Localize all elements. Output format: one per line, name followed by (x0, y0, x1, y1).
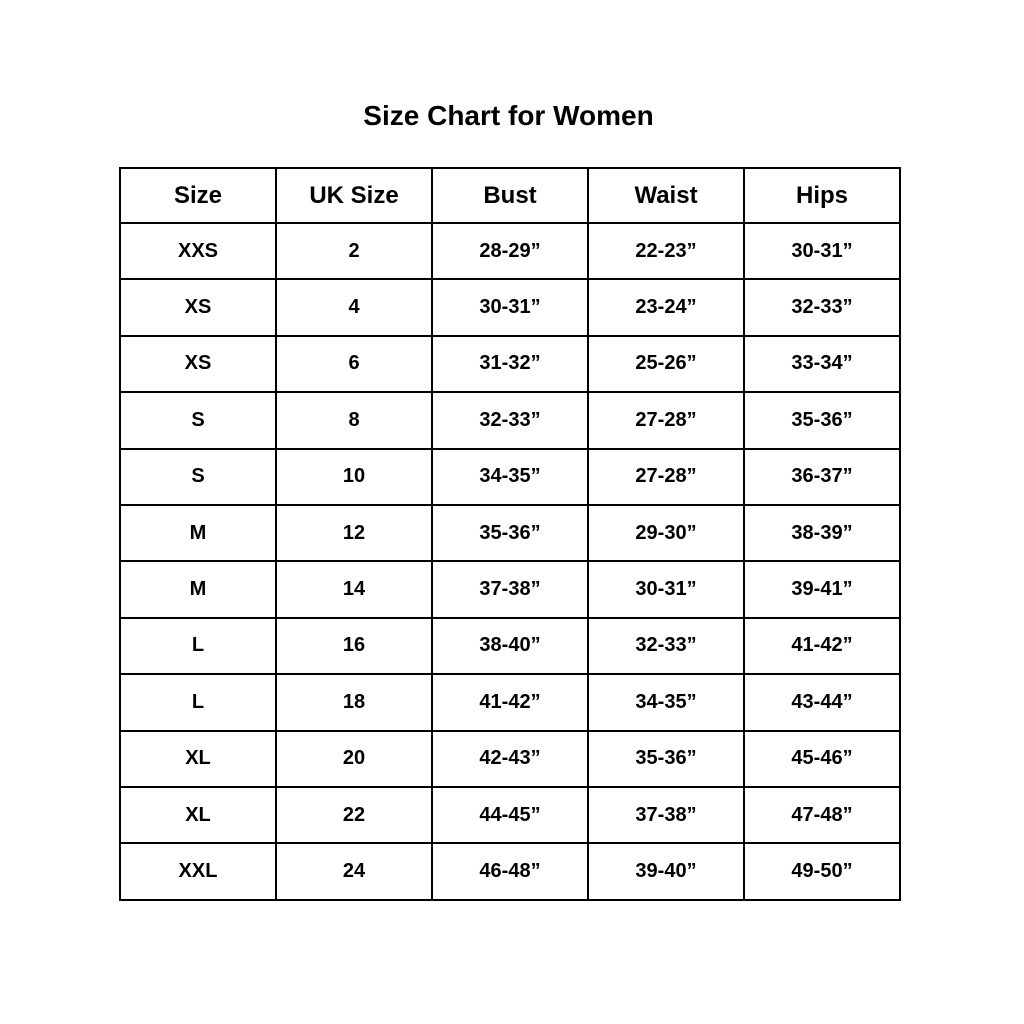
table-row: S 10 34-35” 27-28” 36-37” (119, 447, 901, 506)
table-cell: 23-24” (587, 278, 745, 337)
table-cell: 35-36” (587, 729, 745, 788)
table-row: L 16 38-40” 32-33” 41-42” (119, 616, 901, 676)
table-cell: 22-23” (587, 221, 745, 281)
table-cell: 34-35” (431, 447, 589, 506)
table-cell: L (119, 616, 277, 676)
table-cell: 39-41” (743, 560, 901, 619)
table-cell: 49-50” (743, 842, 901, 901)
table-cell: 20 (275, 729, 433, 788)
table-cell: 27-28” (587, 447, 745, 506)
table-row: L 18 41-42” 34-35” 43-44” (119, 673, 901, 732)
header-row: Size UK Size Bust Waist Hips (119, 167, 901, 224)
table-row: XS 4 30-31” 23-24” 32-33” (119, 278, 901, 337)
table-cell: 32-33” (431, 391, 589, 450)
table-cell: 22 (275, 785, 433, 845)
table-cell: 41-42” (743, 616, 901, 676)
table-cell: 34-35” (587, 673, 745, 732)
table-cell: 35-36” (743, 391, 901, 450)
table-cell: 27-28” (587, 391, 745, 450)
table-cell: 32-33” (587, 616, 745, 676)
table-cell: 45-46” (743, 729, 901, 788)
column-header: UK Size (275, 167, 433, 224)
table-cell: 38-39” (743, 503, 901, 563)
table-cell: XXL (119, 842, 277, 901)
table-cell: 35-36” (431, 503, 589, 563)
table-cell: 37-38” (431, 560, 589, 619)
table-cell: XL (119, 729, 277, 788)
table-cell: 44-45” (431, 785, 589, 845)
table-cell: XXS (119, 221, 277, 281)
table-cell: 25-26” (587, 334, 745, 394)
table-cell: S (119, 391, 277, 450)
table-cell: 42-43” (431, 729, 589, 788)
column-header: Waist (587, 167, 745, 224)
table-cell: M (119, 560, 277, 619)
table-cell: 16 (275, 616, 433, 676)
table-cell: XS (119, 278, 277, 337)
table-cell: XL (119, 785, 277, 845)
table-row: XS 6 31-32” 25-26” 33-34” (119, 334, 901, 394)
table-cell: 39-40” (587, 842, 745, 901)
table-cell: 30-31” (587, 560, 745, 619)
table-cell: 37-38” (587, 785, 745, 845)
table-cell: 18 (275, 673, 433, 732)
column-header: Hips (743, 167, 901, 224)
table-cell: 30-31” (431, 278, 589, 337)
table-cell: 4 (275, 278, 433, 337)
table-row: M 14 37-38” 30-31” 39-41” (119, 560, 901, 619)
size-chart-table: Size UK Size Bust Waist Hips XXS 2 28-29” 22-23… (119, 167, 901, 901)
table-cell: 41-42” (431, 673, 589, 732)
table-cell: 30-31” (743, 221, 901, 281)
table-cell: 33-34” (743, 334, 901, 394)
table-cell: 28-29” (431, 221, 589, 281)
table-cell: XS (119, 334, 277, 394)
table-cell: M (119, 503, 277, 563)
table-row: XXL 24 46-48” 39-40” 49-50” (119, 842, 901, 901)
table-cell: 8 (275, 391, 433, 450)
table-row: XL 22 44-45” 37-38” 47-48” (119, 785, 901, 845)
table-cell: 31-32” (431, 334, 589, 394)
table-cell: 47-48” (743, 785, 901, 845)
table-cell: 46-48” (431, 842, 589, 901)
column-header: Bust (431, 167, 589, 224)
table-cell: 24 (275, 842, 433, 901)
table-row: M 12 35-36” 29-30” 38-39” (119, 503, 901, 563)
table-cell: 14 (275, 560, 433, 619)
table-cell: 10 (275, 447, 433, 506)
table-row: XL 20 42-43” 35-36” 45-46” (119, 729, 901, 788)
table-cell: 29-30” (587, 503, 745, 563)
table-cell: 43-44” (743, 673, 901, 732)
table-row: XXS 2 28-29” 22-23” 30-31” (119, 221, 901, 281)
table-cell: 32-33” (743, 278, 901, 337)
table-cell: 12 (275, 503, 433, 563)
table-cell: S (119, 447, 277, 506)
page-title: Size Chart for Women (363, 100, 654, 131)
table-cell: 38-40” (431, 616, 589, 676)
table-cell: L (119, 673, 277, 732)
table-row: S 8 32-33” 27-28” 35-36” (119, 391, 901, 450)
table-cell: 6 (275, 334, 433, 394)
table-cell: 36-37” (743, 447, 901, 506)
column-header: Size (119, 167, 277, 224)
table-cell: 2 (275, 221, 433, 281)
